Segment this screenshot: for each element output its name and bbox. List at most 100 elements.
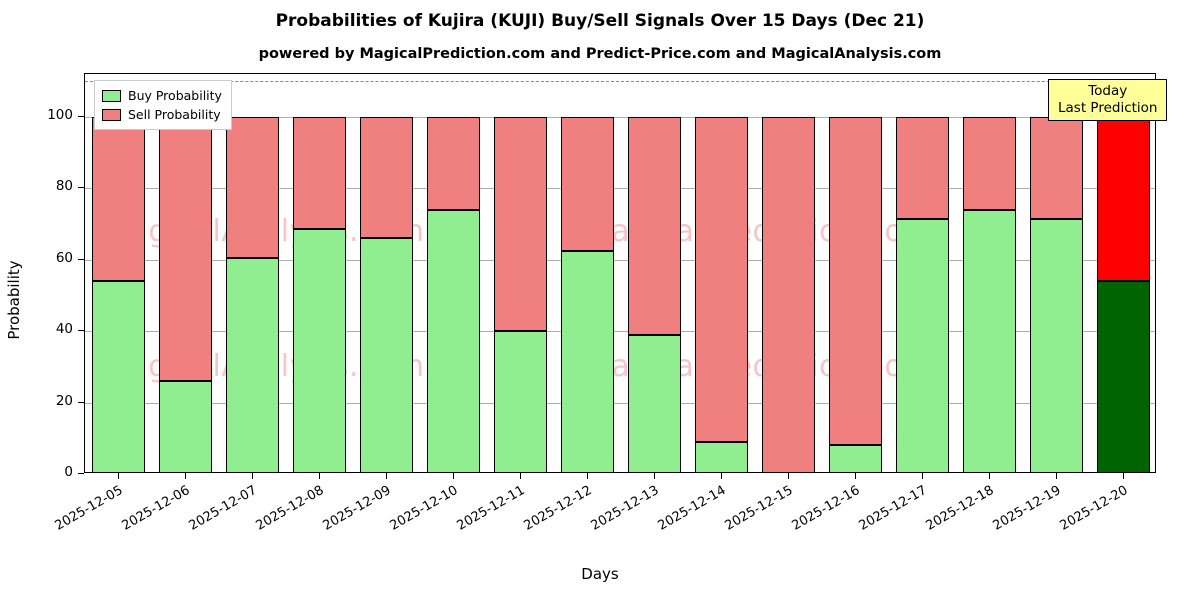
legend-label-sell: Sell Probability bbox=[128, 107, 221, 122]
bar-segment-buy bbox=[91, 281, 146, 472]
x-tick-mark bbox=[1122, 473, 1124, 479]
gridline bbox=[85, 116, 1155, 118]
bar-segment-buy bbox=[493, 331, 548, 472]
bar-group bbox=[225, 74, 280, 472]
bar-group bbox=[627, 74, 682, 472]
bar-segment-buy bbox=[962, 209, 1017, 472]
x-tick-label: 2025-12-17 bbox=[856, 483, 929, 534]
legend-item-buy: Buy Probability bbox=[102, 86, 222, 105]
bar-group bbox=[426, 74, 481, 472]
bar-segment-sell bbox=[1029, 116, 1084, 219]
today-annotation-line1: Today bbox=[1088, 83, 1128, 99]
x-tick-label: 2025-12-15 bbox=[722, 483, 795, 534]
bar-group bbox=[828, 74, 883, 472]
y-tick-mark bbox=[78, 401, 84, 403]
legend-label-buy: Buy Probability bbox=[128, 88, 222, 103]
today-annotation-line2: Last Prediction bbox=[1058, 100, 1158, 116]
bar-segment-sell bbox=[828, 116, 883, 446]
bar-group bbox=[761, 74, 816, 472]
chart-title: Probabilities of Kujira (KUJI) Buy/Sell … bbox=[275, 11, 925, 31]
bar-group bbox=[1029, 74, 1084, 472]
x-tick-mark bbox=[318, 473, 320, 479]
y-tick-label: 40 bbox=[55, 321, 73, 338]
x-tick-mark bbox=[988, 473, 990, 479]
today-annotation: Today Last Prediction bbox=[1048, 79, 1168, 121]
x-tick-mark bbox=[586, 473, 588, 479]
bar-group bbox=[292, 74, 347, 472]
y-tick-mark bbox=[78, 187, 84, 189]
x-tick-label: 2025-12-19 bbox=[990, 483, 1063, 534]
bar-segment-sell bbox=[560, 116, 615, 251]
bar-segment-buy bbox=[560, 250, 615, 472]
x-tick-label: 2025-12-14 bbox=[655, 483, 728, 534]
bar-segment-buy bbox=[426, 209, 481, 472]
y-tick-label: 20 bbox=[55, 392, 73, 409]
bar-group bbox=[694, 74, 749, 472]
bar-segment-sell bbox=[158, 116, 213, 382]
x-tick-mark bbox=[1055, 473, 1057, 479]
gridline bbox=[85, 331, 1155, 333]
y-tick-mark bbox=[78, 330, 84, 332]
bar-segment-buy bbox=[1096, 281, 1151, 472]
x-tick-label: 2025-12-20 bbox=[1057, 483, 1130, 534]
gridline bbox=[85, 402, 1155, 404]
x-tick-mark bbox=[787, 473, 789, 479]
x-tick-mark bbox=[854, 473, 856, 479]
y-tick-label: 80 bbox=[55, 178, 73, 195]
bar-group bbox=[359, 74, 414, 472]
x-tick-label: 2025-12-09 bbox=[320, 483, 393, 534]
x-tick-label: 2025-12-13 bbox=[588, 483, 661, 534]
bar-segment-sell bbox=[426, 116, 481, 210]
x-tick-label: 2025-12-05 bbox=[52, 483, 125, 534]
bar-segment-sell bbox=[761, 116, 816, 472]
legend-swatch-buy bbox=[102, 89, 121, 102]
gridline bbox=[85, 188, 1155, 190]
y-tick-mark bbox=[78, 258, 84, 260]
x-tick-label: 2025-12-18 bbox=[923, 483, 996, 534]
plot-area: MagicalAnalysis.comMagicalPrediction.com… bbox=[84, 73, 1156, 473]
gridline bbox=[85, 259, 1155, 261]
bar-segment-buy bbox=[225, 257, 280, 472]
x-tick-label: 2025-12-06 bbox=[119, 483, 192, 534]
bar-segment-sell bbox=[359, 116, 414, 239]
bar-segment-buy bbox=[895, 218, 950, 472]
y-tick-label: 0 bbox=[64, 464, 73, 480]
x-tick-mark bbox=[452, 473, 454, 479]
bar-group bbox=[560, 74, 615, 472]
bar-group bbox=[91, 74, 146, 472]
bar-segment-sell bbox=[962, 116, 1017, 210]
bar-group bbox=[158, 74, 213, 472]
legend: Buy Probability Sell Probability bbox=[94, 80, 232, 130]
x-tick-mark bbox=[653, 473, 655, 479]
chart-subtitle: powered by MagicalPrediction.com and Pre… bbox=[258, 46, 942, 62]
y-tick-mark bbox=[78, 115, 84, 117]
legend-swatch-sell bbox=[102, 108, 121, 121]
legend-item-sell: Sell Probability bbox=[102, 105, 222, 124]
bar-segment-buy bbox=[694, 441, 749, 472]
bar-segment-buy bbox=[828, 445, 883, 472]
x-tick-mark bbox=[385, 473, 387, 479]
bar-segment-sell bbox=[895, 116, 950, 219]
bar-group bbox=[895, 74, 950, 472]
bar-segment-buy bbox=[158, 381, 213, 472]
y-tick-label: 100 bbox=[47, 106, 73, 123]
bar-segment-sell bbox=[1096, 116, 1151, 282]
x-tick-label: 2025-12-07 bbox=[186, 483, 259, 534]
bar-segment-sell bbox=[694, 116, 749, 442]
x-tick-label: 2025-12-08 bbox=[253, 483, 326, 534]
x-tick-mark bbox=[117, 473, 119, 479]
x-axis-label: Days bbox=[581, 565, 619, 583]
bar-segment-buy bbox=[1029, 218, 1084, 472]
y-tick-mark bbox=[78, 473, 84, 474]
x-tick-mark bbox=[720, 473, 722, 479]
bar-group bbox=[1096, 74, 1151, 472]
bar-segment-sell bbox=[91, 116, 146, 282]
x-tick-label: 2025-12-11 bbox=[454, 483, 527, 534]
bar-group bbox=[493, 74, 548, 472]
x-tick-label: 2025-12-16 bbox=[789, 483, 862, 534]
x-tick-mark bbox=[921, 473, 923, 479]
bar-segment-sell bbox=[493, 116, 548, 332]
bar-segment-sell bbox=[225, 116, 280, 258]
bar-segment-buy bbox=[627, 334, 682, 472]
bar-group bbox=[962, 74, 1017, 472]
